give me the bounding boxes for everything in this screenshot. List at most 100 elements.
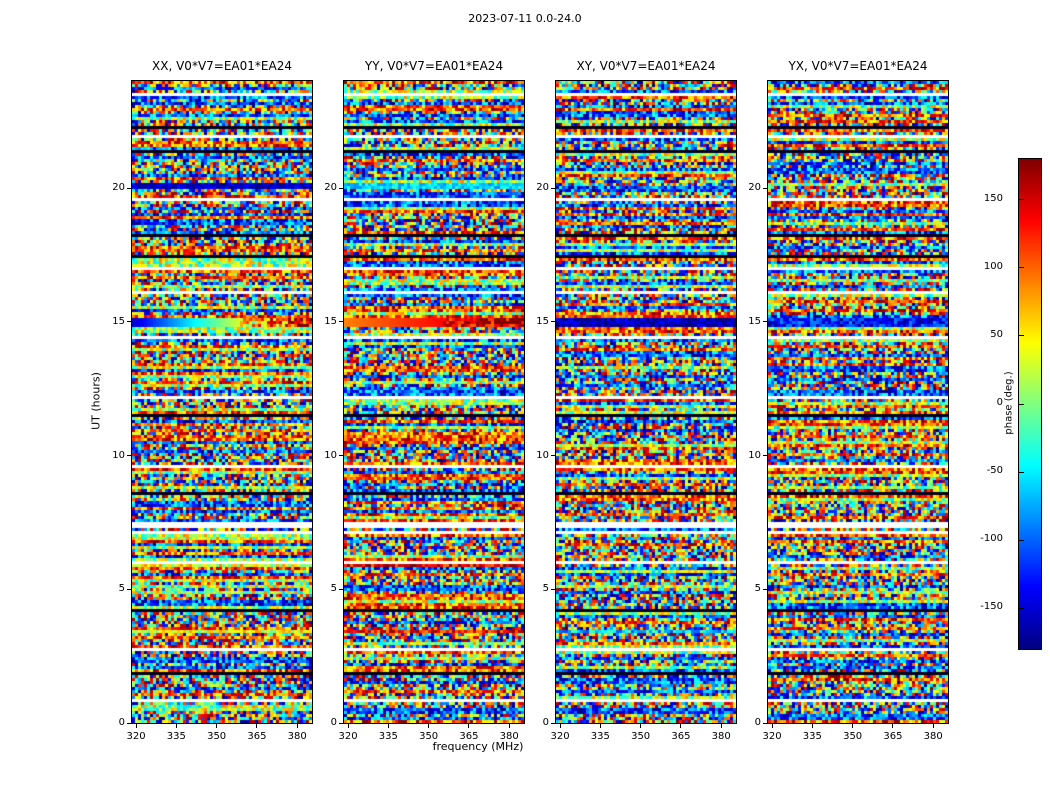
y-tick-label: 5 [118, 583, 125, 595]
x-tick-mark [559, 724, 561, 728]
x-tick-mark [135, 724, 137, 728]
y-tick-label: 5 [330, 583, 337, 595]
colorbar-tick-mark [1019, 403, 1024, 405]
y-tick-mark [551, 588, 555, 590]
colorbar-tick-label: 100 [983, 260, 1003, 272]
y-tick-mark [763, 588, 767, 590]
y-tick-mark [127, 588, 131, 590]
y-tick-mark [339, 455, 343, 456]
x-tick-label: 335 [590, 731, 610, 742]
x-tick-label: 350 [631, 731, 651, 742]
colorbar-tick-label: -50 [986, 465, 1003, 477]
panel-title-xy: XY, V0*V7=EA01*EA24 [576, 59, 716, 73]
x-tick-mark [468, 724, 470, 728]
y-tick-mark [339, 722, 343, 724]
x-tick-mark [932, 724, 934, 728]
y-tick-mark [127, 187, 131, 189]
panel-title-xx: XX, V0*V7=EA01*EA24 [152, 59, 292, 73]
y-tick-label: 20 [112, 182, 125, 193]
y-tick-label: 0 [330, 717, 337, 728]
y-tick-mark [339, 187, 343, 189]
x-tick-label: 380 [711, 731, 731, 742]
colorbar-tick-label: -150 [980, 601, 1003, 613]
heatmap-canvas-xx [132, 81, 312, 723]
x-tick-label: 365 [459, 731, 479, 742]
colorbar-tick-mark [1019, 267, 1024, 269]
x-tick-mark [428, 724, 430, 728]
colorbar-label: phase (deg.) [1003, 371, 1015, 435]
colorbar-tick-label: 150 [983, 192, 1003, 204]
panel-title-yx: YX, V0*V7=EA01*EA24 [788, 59, 928, 73]
y-axis-label: UT (hours) [89, 372, 103, 430]
x-tick-label: 320 [338, 731, 358, 742]
x-axis-label: frequency (MHz) [432, 740, 524, 753]
y-tick-mark [763, 455, 767, 456]
x-tick-mark [599, 724, 601, 728]
x-tick-label: 365 [671, 731, 691, 742]
colorbar-tick-mark [1019, 539, 1024, 541]
y-tick-mark [339, 588, 343, 590]
y-tick-mark [339, 321, 343, 323]
x-tick-mark [771, 724, 773, 728]
y-tick-label: 15 [112, 315, 125, 327]
x-tick-mark [347, 724, 349, 728]
x-tick-label: 380 [923, 731, 943, 742]
x-tick-mark [175, 724, 177, 728]
colorbar-canvas [1019, 159, 1041, 649]
y-tick-label: 10 [324, 449, 337, 461]
y-tick-label: 10 [748, 449, 761, 461]
panel-yx: YX, V0*V7=EA01*EA24 320 335 350 365 380 0 5 10 1… [748, 59, 949, 742]
y-tick-mark [127, 455, 131, 456]
x-tick-label: 335 [378, 731, 398, 742]
panel-xx: XX, V0*V7=EA01*EA24 320 335 350 365 380 0 5 10 1… [112, 59, 313, 742]
y-tick-label: 0 [118, 717, 125, 728]
x-tick-label: 365 [247, 731, 267, 742]
x-tick-mark [811, 724, 813, 728]
colorbar-tick-label: 50 [990, 328, 1003, 340]
panel-yy: YY, V0*V7=EA01*EA24 320 335 350 365 380 0 5 10 1… [324, 59, 525, 742]
colorbar-tick-label: -100 [980, 533, 1003, 545]
x-tick-mark [640, 724, 642, 728]
heatmap-canvas-xy [556, 81, 736, 723]
x-tick-label: 335 [802, 731, 822, 742]
x-tick-mark [720, 724, 722, 728]
heatmap-canvas-yx [768, 81, 948, 723]
colorbar [1018, 158, 1042, 650]
x-tick-mark [508, 724, 510, 728]
y-tick-label: 20 [324, 182, 337, 193]
x-tick-mark [852, 724, 854, 728]
y-tick-mark [551, 455, 555, 456]
x-tick-mark [387, 724, 389, 728]
y-tick-label: 15 [536, 315, 549, 327]
x-tick-mark [296, 724, 298, 728]
y-tick-label: 20 [536, 182, 549, 193]
y-tick-label: 5 [542, 583, 549, 595]
y-tick-mark [763, 187, 767, 189]
x-tick-mark [680, 724, 682, 728]
y-tick-label: 10 [112, 449, 125, 461]
panel-title-yy: YY, V0*V7=EA01*EA24 [364, 59, 504, 73]
colorbar-tick-mark [1019, 335, 1024, 337]
colorbar-tick-mark [1019, 199, 1024, 201]
y-tick-label: 15 [748, 315, 761, 327]
x-tick-mark [216, 724, 218, 728]
x-tick-label: 380 [499, 731, 519, 742]
x-tick-label: 320 [126, 731, 146, 742]
x-tick-mark [892, 724, 894, 728]
x-tick-label: 350 [843, 731, 863, 742]
colorbar-tick-mark [1019, 471, 1024, 473]
y-tick-label: 10 [536, 449, 549, 461]
x-tick-mark [256, 724, 258, 728]
x-tick-label: 365 [883, 731, 903, 742]
y-tick-label: 0 [754, 717, 761, 728]
panel-xy: XY, V0*V7=EA01*EA24 320 335 350 365 380 0 5 10 1… [536, 59, 737, 742]
x-tick-label: 350 [207, 731, 227, 742]
x-tick-label: 335 [166, 731, 186, 742]
y-tick-mark [127, 321, 131, 323]
figure-title: 2023-07-11 0.0-24.0 [468, 12, 582, 25]
y-tick-mark [551, 321, 555, 323]
y-tick-mark [763, 722, 767, 724]
y-tick-label: 0 [542, 717, 549, 728]
y-tick-mark [127, 722, 131, 724]
